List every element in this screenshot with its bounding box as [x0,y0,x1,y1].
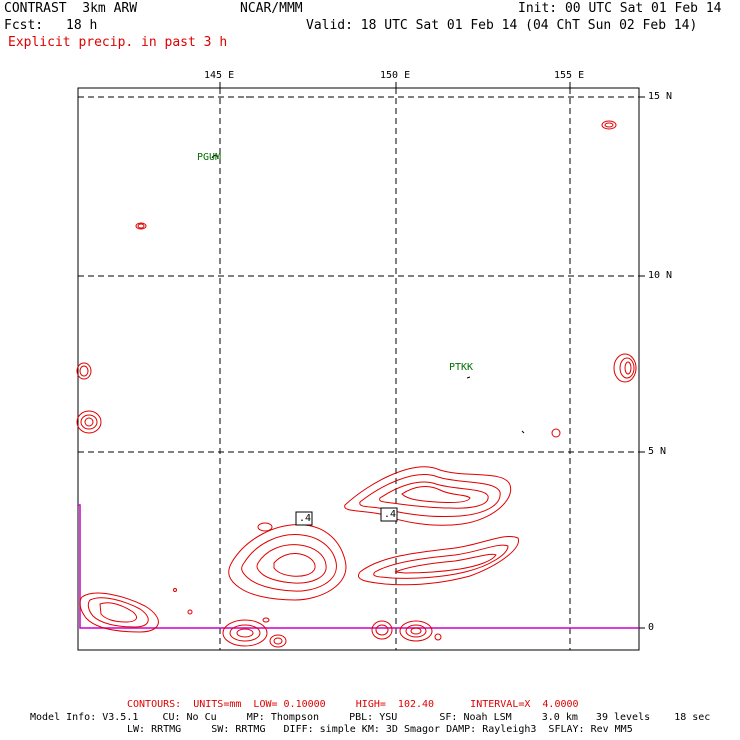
contour-label: .4 [299,513,312,524]
field-title: Explicit precip. in past 3 h [8,35,228,50]
precip-band [256,544,327,584]
precip-band [373,544,509,579]
lat-label-0: 0 [648,622,655,633]
precip-cell [79,365,89,377]
domain-boundary [78,504,639,629]
valid-time: Valid: 18 UTC Sat 01 Feb 14 (04 ChT Sun … [306,18,698,33]
contour-label: .4 [384,509,397,520]
precip-cell [551,428,561,438]
contour-info: CONTOURS: UNITS=mm LOW= 0.10000 HIGH= 10… [127,699,579,710]
precip-contours [76,120,637,648]
init-time: Init: 00 UTC Sat 01 Feb 14 [518,1,722,16]
precip-cell [434,633,442,641]
precip-cell [619,357,635,379]
precip-band [273,553,316,577]
precip-cell [604,122,614,128]
lat-label-10n: 10 N [648,270,673,281]
precip-cell [405,624,427,638]
lon-label-145e: 145 E [204,70,235,81]
lon-label-150e: 150 E [380,70,411,81]
forecast-hour: 18 h [66,18,98,33]
precip-cell [229,624,261,642]
run-title: CONTRAST 3km ARW [4,1,138,16]
precip-band [358,535,519,586]
precip-cell [624,361,632,375]
precip-cell [137,223,145,229]
precip-band [401,486,471,503]
lat-label-5n: 5 N [648,446,667,457]
lat-lon-grid [78,88,639,650]
precip-band [241,534,337,592]
precip-cell [80,414,98,430]
precip-cell [371,620,393,640]
precip-cell [269,634,287,648]
precip-cell [262,617,270,623]
precip-band [79,592,159,633]
precip-cell [613,353,637,383]
precip-band [344,466,512,526]
model-info-line2: LW: RRTMG SW: RRTMG DIFF: simple KM: 3D … [127,724,633,735]
precip-cell [76,410,102,434]
precip-band [87,597,149,628]
precip-band [394,553,497,574]
precip-cell [222,619,268,647]
map-frame [77,87,640,651]
precip-cell [76,362,92,380]
precip-cell [135,222,147,230]
precip-cell [399,620,433,642]
precip-cell [601,120,617,130]
contour-label-box [380,507,398,522]
precip-band [379,481,489,509]
precip-cell [257,522,273,532]
precip-band [99,602,137,623]
coastline-marks [211,96,525,434]
lon-label-155e: 155 E [554,70,585,81]
precip-cell [375,624,389,636]
precip-cell [410,627,422,635]
station-pgum: PGUM [197,152,222,163]
lat-label-15n: 15 N [648,91,673,102]
precip-cell [173,588,177,592]
precip-band [228,524,347,601]
precip-cell [273,637,283,645]
center-name: NCAR/MMM [240,1,303,16]
contour-label-box [295,511,313,526]
precip-cell [187,609,193,615]
precip-cell [236,628,254,638]
model-info-line1: Model Info: V3.5.1 CU: No Cu MP: Thompso… [30,712,711,723]
station-ptkk: PTKK [449,362,474,373]
axis-ticks [219,82,645,629]
forecast-label: Fcst: [4,18,44,33]
precip-cell [84,417,94,427]
